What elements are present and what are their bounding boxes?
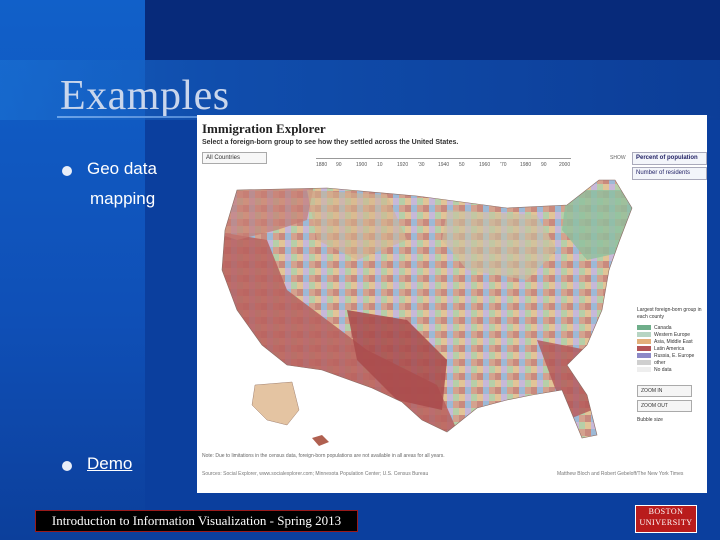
year-tick: 1960: [479, 162, 491, 168]
logo-line-2: UNIVERSITY: [639, 518, 693, 527]
map-legend: Largest foreign-born group in each count…: [637, 307, 703, 373]
legend-title: Largest foreign-born group in each count…: [637, 307, 702, 320]
year-tick: '70: [500, 162, 507, 168]
year-tick: 90: [541, 162, 547, 168]
year-tick: 1920: [397, 162, 409, 168]
legend-swatch: [637, 339, 651, 344]
legend-swatch: [637, 332, 651, 337]
legend-item: Western Europe: [637, 331, 703, 338]
demo-link[interactable]: Demo: [87, 454, 133, 473]
bullet-line-1: Geo data: [87, 159, 157, 178]
year-slider-track: [316, 158, 571, 159]
hawaii-inset: [312, 435, 329, 446]
year-tick: 2000: [559, 162, 571, 168]
legend-label: Asia, Middle East: [654, 338, 693, 345]
legend-label: Western Europe: [654, 331, 691, 338]
legend-swatch: [637, 353, 651, 358]
bullet-text: Geo data mapping: [87, 154, 157, 214]
zoom-in-button[interactable]: ZOOM IN: [637, 385, 692, 397]
boston-university-logo: BOSTON UNIVERSITY: [635, 505, 697, 533]
year-tick: 90: [336, 162, 342, 168]
year-tick: 1880: [316, 162, 328, 168]
legend-item: other: [637, 359, 703, 366]
legend-item: Latin America: [637, 345, 703, 352]
legend-item: Canada: [637, 324, 703, 331]
title-band: [0, 60, 720, 120]
legend-swatch: [637, 367, 651, 372]
year-tick: '30: [418, 162, 425, 168]
map-credit: Matthew Bloch and Robert Gebeloff/The Ne…: [557, 471, 684, 477]
slide-title: Examples: [60, 73, 230, 119]
percent-of-population-option[interactable]: Percent of population: [632, 152, 707, 165]
year-tick: 10: [377, 162, 383, 168]
zoom-out-button[interactable]: ZOOM OUT: [637, 400, 692, 412]
legend-swatch: [637, 360, 651, 365]
map-sources: Sources: Social Explorer, www.socialexpl…: [202, 471, 429, 477]
show-label: SHOW: [610, 155, 626, 161]
immigration-explorer-image: Immigration Explorer Select a foreign-bo…: [197, 115, 707, 493]
legend-label: No data: [654, 366, 672, 373]
year-slider[interactable]: 1880 90 1900 10 1920 '30 1940 50 1960 '7…: [316, 158, 571, 168]
year-tick: 1980: [520, 162, 532, 168]
bullet-dot-icon: [62, 461, 72, 471]
bubble-size-label: Bubble size: [637, 417, 663, 423]
legend-label: Canada: [654, 324, 672, 331]
bullet-line-2: mapping: [90, 189, 156, 208]
year-tick: 1940: [438, 162, 450, 168]
legend-label: Russia, E. Europe: [654, 352, 695, 359]
legend-item-no-data: No data: [637, 366, 703, 373]
slide-footer: Introduction to Information Visualizatio…: [35, 510, 358, 532]
explorer-subtitle: Select a foreign-born group to see how t…: [202, 139, 459, 146]
legend-label: other: [654, 359, 666, 366]
year-tick: 50: [459, 162, 465, 168]
legend-item: Asia, Middle East: [637, 338, 703, 345]
bullet-dot-icon: [62, 166, 72, 176]
map-note: Note: Due to limitations in the census d…: [202, 453, 445, 459]
country-select[interactable]: All Countries: [202, 152, 267, 164]
alaska-inset: [251, 381, 300, 426]
number-of-residents-option[interactable]: Number of residents: [632, 167, 707, 180]
legend-item: Russia, E. Europe: [637, 352, 703, 359]
logo-line-1: BOSTON: [648, 507, 684, 516]
legend-swatch: [637, 325, 651, 330]
explorer-title: Immigration Explorer: [202, 121, 326, 136]
legend-swatch: [637, 346, 651, 351]
year-tick: 1900: [356, 162, 368, 168]
legend-label: Latin America: [654, 345, 685, 352]
us-county-map[interactable]: [207, 170, 637, 450]
slide-background-top: [145, 0, 720, 60]
